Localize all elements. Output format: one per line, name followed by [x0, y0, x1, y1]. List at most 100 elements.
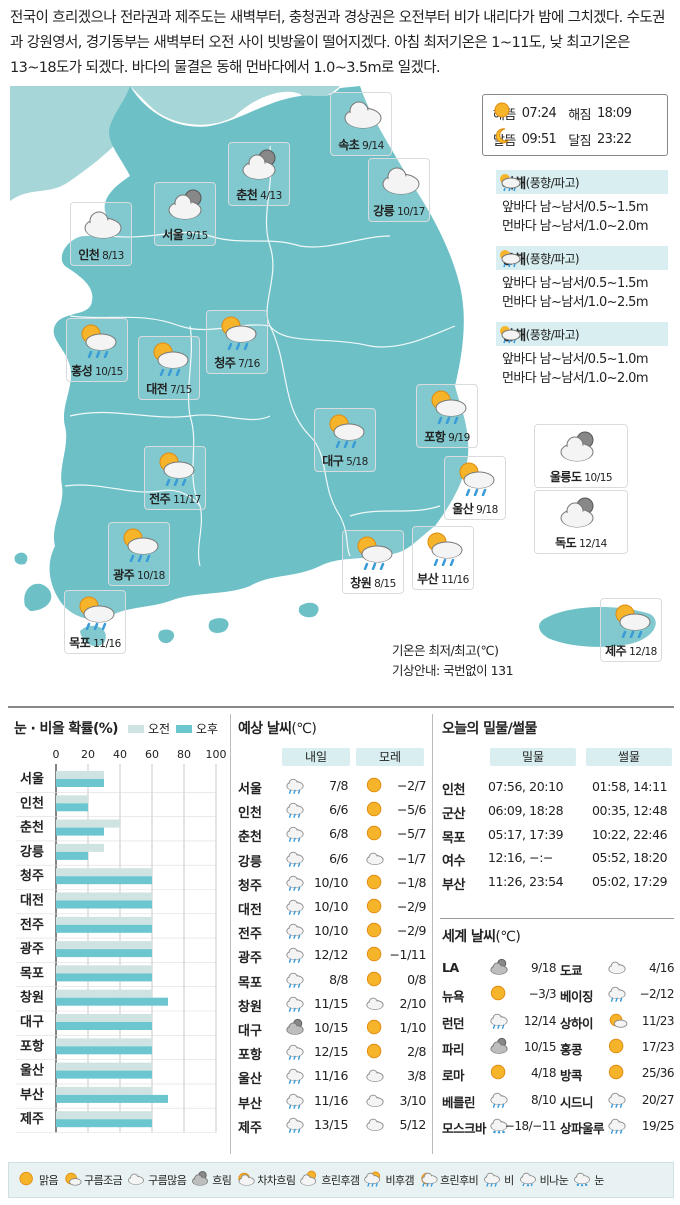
forecast-temp-tomorrow: 7/8	[329, 778, 348, 793]
partly-cloudy-icon	[606, 1011, 628, 1030]
forecast-row: 강릉 6/6 −1/7	[238, 847, 428, 871]
sun-icon	[606, 1063, 628, 1082]
cloud-rain-icon	[488, 1090, 510, 1109]
map-city-changwon: 창원 8/15	[342, 530, 404, 594]
city-temp: 10/18	[137, 570, 165, 582]
overcast-icon	[242, 149, 276, 180]
far-value: 남~남서/1.0~2.0m	[539, 219, 649, 234]
cloud-icon	[364, 849, 386, 868]
city-temp: 7/16	[238, 358, 260, 370]
city-temp: 9/18	[476, 504, 498, 516]
sun-icon	[364, 800, 386, 819]
bar-pm	[56, 851, 88, 860]
forecast-temp-dayafter: −2/9	[397, 923, 426, 939]
world-row: 방콕 25/36	[560, 1061, 678, 1085]
sunset-time: 18:09	[596, 105, 632, 121]
tide-row: 부산 11:26, 23:54 05:02, 17:29	[442, 871, 674, 894]
city-name: 속초	[338, 138, 360, 152]
overcast-icon	[488, 958, 510, 977]
category-label: 대전	[20, 893, 44, 909]
bar-am	[56, 892, 152, 901]
world-city: 시드니	[560, 1094, 594, 1110]
cloud-rain-icon	[284, 1042, 306, 1061]
prob-chart: 0 20 40 60 80 100 서울인천춘천강릉청주대전전주광주목포창원대구포항울산부산…	[16, 748, 227, 1133]
world-row: 시드니 20/27	[560, 1088, 678, 1112]
world-city: 도쿄	[560, 963, 583, 978]
axis-tick-label: 100	[206, 748, 227, 761]
partly-cloudy-rain-icon	[431, 390, 467, 424]
world-row: 홍콩 17/23	[560, 1035, 678, 1059]
partly-cloudy-rain-icon	[153, 342, 189, 376]
forecast-city: 전주	[238, 927, 262, 943]
world-row: 로마 4/18	[442, 1061, 560, 1085]
overcast-icon	[190, 1170, 210, 1191]
bar-am	[56, 868, 152, 877]
world-row: 파리 10/15	[442, 1035, 560, 1059]
axis-tick-label: 20	[81, 748, 95, 761]
forecast-temp-dayafter: −2/7	[397, 778, 426, 793]
bar-am	[56, 1014, 152, 1022]
cloud-rain-icon	[606, 1090, 628, 1109]
bar-pm	[56, 876, 152, 885]
map-city-daegu: 대구 5/18	[314, 408, 376, 472]
forecast-row: 대구 10/15 1/10	[238, 1016, 428, 1040]
map-city-busan: 부산 11/16	[412, 526, 474, 590]
category-label: 목포	[20, 966, 44, 981]
forecast-city: 서울	[238, 782, 262, 797]
bar-am	[56, 1111, 152, 1120]
category-label: 광주	[20, 942, 44, 957]
legend-item: 흐린후비	[418, 1170, 479, 1191]
sun-icon	[364, 897, 386, 916]
cloud-sun-icon	[299, 1170, 319, 1191]
partly-cloudy-rain-icon	[615, 604, 651, 638]
bar-am	[56, 989, 152, 998]
world-temp: 11/23	[641, 1013, 675, 1028]
map-city-gangneung: 강릉 10/17	[368, 158, 430, 222]
legend-label: 차차흐림	[257, 1174, 296, 1187]
forecast-temp-tomorrow: 10/10	[313, 923, 348, 939]
legend-item: 차차흐림	[235, 1170, 296, 1191]
world-row: 도쿄 4/16	[560, 956, 678, 980]
legend-pm: 오후	[176, 720, 218, 737]
map-note-temp: 기온은 최저/최고(℃)	[392, 643, 499, 658]
cloudy-icon	[382, 167, 420, 195]
partly-cloudy-icon	[62, 1170, 82, 1191]
forecast-temp-dayafter: 5/12	[399, 1116, 427, 1132]
cloud-icon	[364, 1091, 386, 1110]
tide-low: 05:02, 17:29	[592, 874, 668, 890]
tide-row: 인천 07:56, 20:10 01:58, 14:11	[442, 776, 674, 799]
overcast-icon	[560, 431, 594, 462]
city-temp: 9/19	[448, 432, 470, 444]
city-temp: 11/17	[173, 494, 201, 506]
city-name: 포항	[424, 430, 446, 444]
sun-rain-icon	[363, 1170, 383, 1191]
legend-item: 흐린후갬	[299, 1170, 360, 1191]
forecast-temp-dayafter: 0/8	[407, 971, 426, 987]
map-city-jeonju: 전주 11/17	[144, 446, 206, 510]
axis-tick-label: 60	[145, 748, 159, 761]
legend-label: 눈	[594, 1174, 604, 1187]
city-name: 제주	[605, 644, 627, 658]
world-temp: 9/18	[531, 961, 556, 975]
world-city: 뉴욕	[442, 989, 465, 1005]
world-row: 모스크바 −18/−11	[442, 1114, 560, 1138]
forecast-temp-tomorrow: 10/15	[313, 1020, 348, 1035]
sun-cloud-icon	[235, 1170, 255, 1191]
world-row: LA 9/18	[442, 956, 560, 980]
sun-icon	[364, 1042, 386, 1061]
forecast-temp-tomorrow: 6/6	[329, 802, 348, 818]
cloud-sleet-icon	[518, 1170, 538, 1191]
forecast-row: 제주 13/15 5/12	[238, 1113, 428, 1137]
forecast-temp-dayafter: −1/8	[397, 874, 426, 890]
city-name: 광주	[113, 568, 135, 582]
partly-cloudy-rain-icon	[427, 532, 463, 566]
map-city-cheongju: 청주 7/16	[206, 310, 268, 374]
forecast-temp-dayafter: 2/8	[407, 1044, 426, 1060]
forecast-row: 청주 10/10 −1/8	[238, 871, 428, 895]
overcast-icon	[284, 1018, 306, 1037]
weather-map: 속초 9/14 춘천 4/13 강릉 10/17 서울 9/15 인천 8/13…	[10, 86, 672, 698]
city-temp: 10/17	[397, 206, 425, 218]
tide-place: 부산	[442, 878, 466, 894]
partly-cloudy-rain-icon	[79, 596, 115, 630]
prob-title: 눈 · 비올 확률(%)	[14, 721, 119, 737]
